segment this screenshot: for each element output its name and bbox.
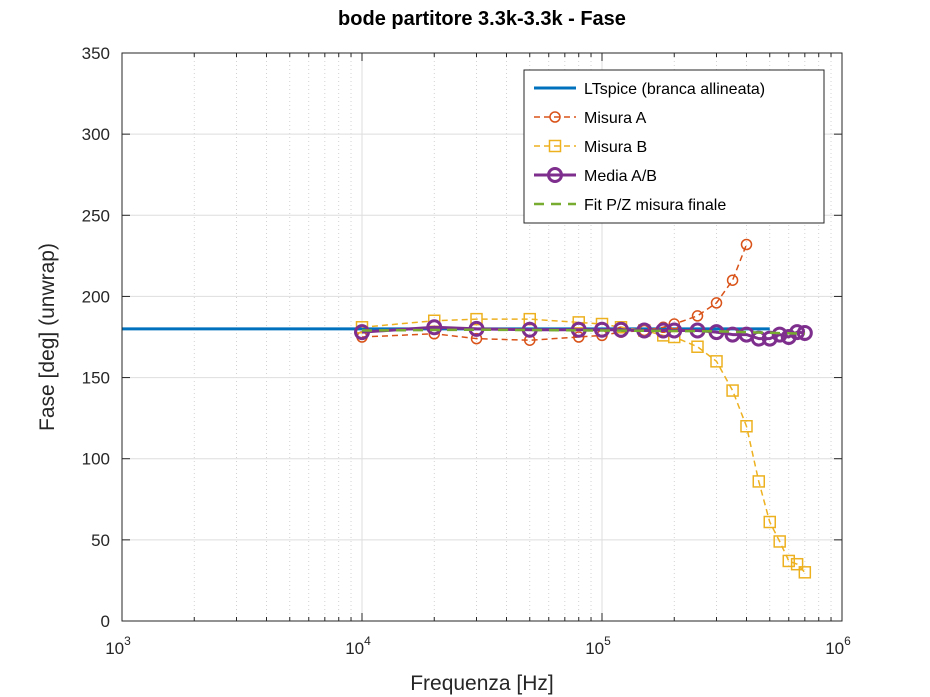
- data-point-marker: [740, 420, 753, 433]
- x-tick-label: 104: [345, 634, 371, 658]
- data-point-marker: [666, 322, 683, 339]
- chart-title: bode partitore 3.3k-3.3k - Fase: [338, 8, 626, 30]
- data-point-marker: [548, 139, 562, 153]
- data-point-marker: [426, 319, 443, 336]
- y-tick-label: 150: [82, 369, 110, 388]
- legend-label: Media A/B: [584, 168, 657, 185]
- series-line: [361, 328, 805, 335]
- legend-entry: Misura B: [534, 139, 647, 156]
- legend-label: LTspice (branca allineata): [584, 81, 765, 98]
- data-point-marker: [710, 355, 723, 368]
- series-layer: [122, 238, 813, 579]
- legend-label: Misura A: [584, 110, 647, 127]
- x-axis-label: Frequenza [Hz]: [410, 672, 554, 695]
- legend-entry: Fit P/Z misura finale: [534, 197, 726, 214]
- data-point-marker: [740, 238, 753, 251]
- data-point-marker: [773, 535, 786, 548]
- legend-entry: Misura A: [534, 110, 647, 127]
- y-axis-label: Fase [deg] (unwrap): [36, 243, 59, 431]
- legend-label: Misura B: [584, 139, 647, 156]
- axes-box: [121, 52, 843, 622]
- y-tick-label: 200: [82, 287, 110, 306]
- data-point-marker: [782, 554, 796, 568]
- data-point-marker: [572, 316, 585, 329]
- data-point-marker: [710, 297, 723, 309]
- y-tick-label: 50: [91, 531, 110, 550]
- data-point-marker: [726, 384, 739, 397]
- x-tick-label: 106: [825, 634, 851, 658]
- data-point-marker: [547, 167, 563, 183]
- data-point-marker: [613, 321, 630, 338]
- y-tick-label: 350: [82, 44, 110, 63]
- data-point-marker: [470, 332, 483, 345]
- data-point-marker: [726, 274, 739, 286]
- y-tick-label: 100: [82, 450, 110, 469]
- legend: LTspice (branca allineata) Misura A Misura…: [523, 69, 825, 224]
- series-line: [361, 318, 806, 573]
- y-tick-label: 0: [101, 612, 110, 631]
- data-point-marker: [691, 310, 704, 322]
- series-4: [361, 328, 805, 335]
- y-tick-label: 250: [82, 206, 110, 225]
- legend-entry: Media A/B: [534, 167, 657, 185]
- x-tick-label: 103: [105, 634, 131, 658]
- data-point-marker: [790, 557, 804, 571]
- data-point-marker: [572, 331, 585, 343]
- data-point-marker: [798, 566, 812, 579]
- x-tick-label: 105: [585, 634, 611, 658]
- ticks: 103 104 105 106 0 50 100 150 200 250 300 350: [82, 44, 851, 658]
- legend-label: Fit P/Z misura finale: [584, 197, 726, 214]
- data-point-marker: [354, 324, 370, 341]
- legend-entry: LTspice (branca allineata): [534, 81, 765, 98]
- data-point-marker: [549, 111, 561, 123]
- data-point-marker: [771, 326, 788, 343]
- data-point-marker: [763, 515, 777, 529]
- data-point-marker: [796, 324, 813, 341]
- data-point-marker: [470, 312, 483, 326]
- data-point-marker: [752, 475, 766, 488]
- data-point-marker: [691, 340, 704, 353]
- y-tick-label: 300: [82, 125, 110, 144]
